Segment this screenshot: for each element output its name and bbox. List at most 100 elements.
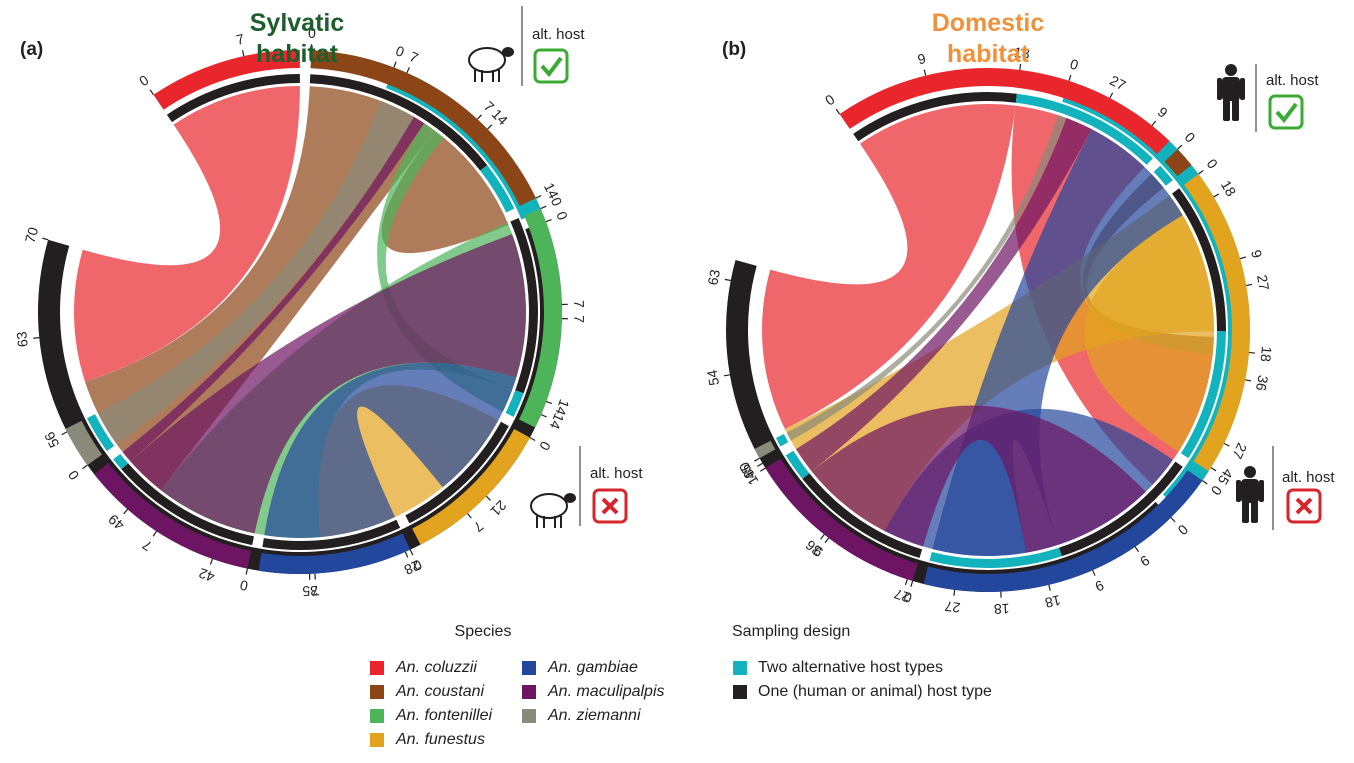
- tick-label: 36: [1253, 374, 1272, 393]
- cross-box: [1286, 488, 1322, 524]
- tick-label: 27: [1229, 441, 1250, 462]
- legend-label: An. coustani: [395, 683, 485, 700]
- tick-label: 0: [822, 91, 838, 109]
- legend-label: One (human or animal) host type: [758, 683, 992, 700]
- tick-label: 42: [196, 565, 216, 585]
- sheep-icon: [530, 493, 576, 528]
- chord-ribbon: [811, 405, 1146, 553]
- design-segment: [802, 473, 923, 558]
- tick-label: 14: [552, 397, 572, 417]
- tick-label: 49: [105, 511, 127, 533]
- chord-ribbon: [795, 118, 1092, 472]
- host-label: alt. host: [1266, 72, 1319, 89]
- tick-label: 7: [571, 300, 587, 308]
- design-segment: [775, 433, 789, 447]
- legend-label: An. maculipalpis: [547, 683, 665, 700]
- species-sector: [1164, 149, 1192, 177]
- species-sector: [65, 420, 103, 466]
- species-sector: [519, 208, 562, 428]
- tick-label: 18: [740, 466, 762, 488]
- tick-mark: [910, 580, 914, 587]
- legend-title: Species: [455, 623, 512, 640]
- chart-title: Domestic habitat: [931, 9, 1045, 68]
- tick-mark: [1048, 584, 1051, 591]
- tick-mark: [1239, 256, 1247, 260]
- check-box: [1268, 94, 1304, 130]
- legend-label: An. coluzzii: [395, 659, 477, 676]
- tick-label: 0: [1204, 156, 1222, 172]
- chord-ribbon: [130, 234, 526, 534]
- tick-mark: [529, 437, 536, 442]
- tick-mark: [485, 495, 491, 501]
- tick-label: 27: [944, 598, 962, 616]
- tick-mark: [1198, 169, 1204, 175]
- tick-label: 27: [1254, 274, 1272, 292]
- tick-mark: [393, 61, 397, 68]
- legend-swatch: [733, 661, 747, 675]
- tick-label: 63: [13, 331, 30, 348]
- tick-mark: [759, 467, 766, 472]
- tick-label: 9: [1093, 577, 1107, 595]
- tick-label: 54: [704, 369, 722, 387]
- human-icon: [1217, 64, 1245, 121]
- sheep-icon: [468, 47, 514, 82]
- tick-label: 0: [1208, 483, 1226, 499]
- legend-label: An. funestus: [395, 731, 485, 748]
- design-segment: [121, 463, 254, 546]
- tick-mark: [723, 374, 730, 377]
- legend-swatch: [733, 685, 747, 699]
- host-label: alt. host: [1282, 469, 1335, 486]
- legend-swatch: [370, 661, 384, 675]
- tick-label: 35: [302, 583, 318, 600]
- tick-mark: [1223, 442, 1230, 447]
- tick-label: 0: [64, 467, 82, 483]
- tick-mark: [1170, 517, 1176, 523]
- species-sector: [765, 458, 918, 581]
- tick-mark: [540, 414, 547, 418]
- tick-mark: [546, 400, 553, 405]
- tick-mark: [824, 537, 830, 544]
- tick-label: 18: [1258, 346, 1275, 363]
- tick-label: 45: [1215, 466, 1237, 488]
- tick-mark: [33, 337, 40, 339]
- tick-mark: [1245, 379, 1252, 382]
- species-sector: [258, 533, 411, 575]
- tick-mark: [535, 194, 542, 199]
- legend-swatch: [522, 685, 536, 699]
- design-segment: [113, 453, 129, 470]
- legend-title: Sampling design: [732, 623, 850, 640]
- tick-label: 7: [470, 518, 486, 535]
- tick-label: 14: [546, 411, 567, 432]
- tick-label: 63: [704, 268, 723, 287]
- tick-mark: [756, 462, 763, 467]
- tick-mark: [42, 237, 49, 241]
- tick-mark: [923, 69, 927, 76]
- tick-label: 0: [1182, 129, 1199, 146]
- tick-label: 18: [1043, 592, 1062, 611]
- tick-mark: [61, 431, 68, 436]
- species-sector: [754, 440, 776, 459]
- design-segment: [1153, 165, 1173, 186]
- host-label: alt. host: [590, 465, 643, 482]
- tick-label: 7: [571, 315, 587, 323]
- tick-mark: [1246, 283, 1253, 287]
- target-sector: [386, 67, 542, 220]
- tick-label: 14: [541, 180, 562, 201]
- tick-label: 28: [402, 557, 423, 578]
- tick-label: 0: [536, 439, 554, 454]
- host-label: alt. host: [532, 26, 585, 43]
- design-segment: [166, 74, 300, 123]
- tick-mark: [409, 549, 414, 556]
- tick-mark: [476, 114, 482, 120]
- chart-title: Sylvatic habitat: [249, 9, 345, 68]
- legend-swatch: [522, 661, 536, 675]
- design-segment: [309, 74, 488, 171]
- panel-label: (a): [20, 39, 43, 60]
- tick-mark: [487, 124, 493, 130]
- tick-mark: [1109, 92, 1114, 99]
- design-segment: [1058, 461, 1183, 557]
- species-sector: [94, 463, 251, 569]
